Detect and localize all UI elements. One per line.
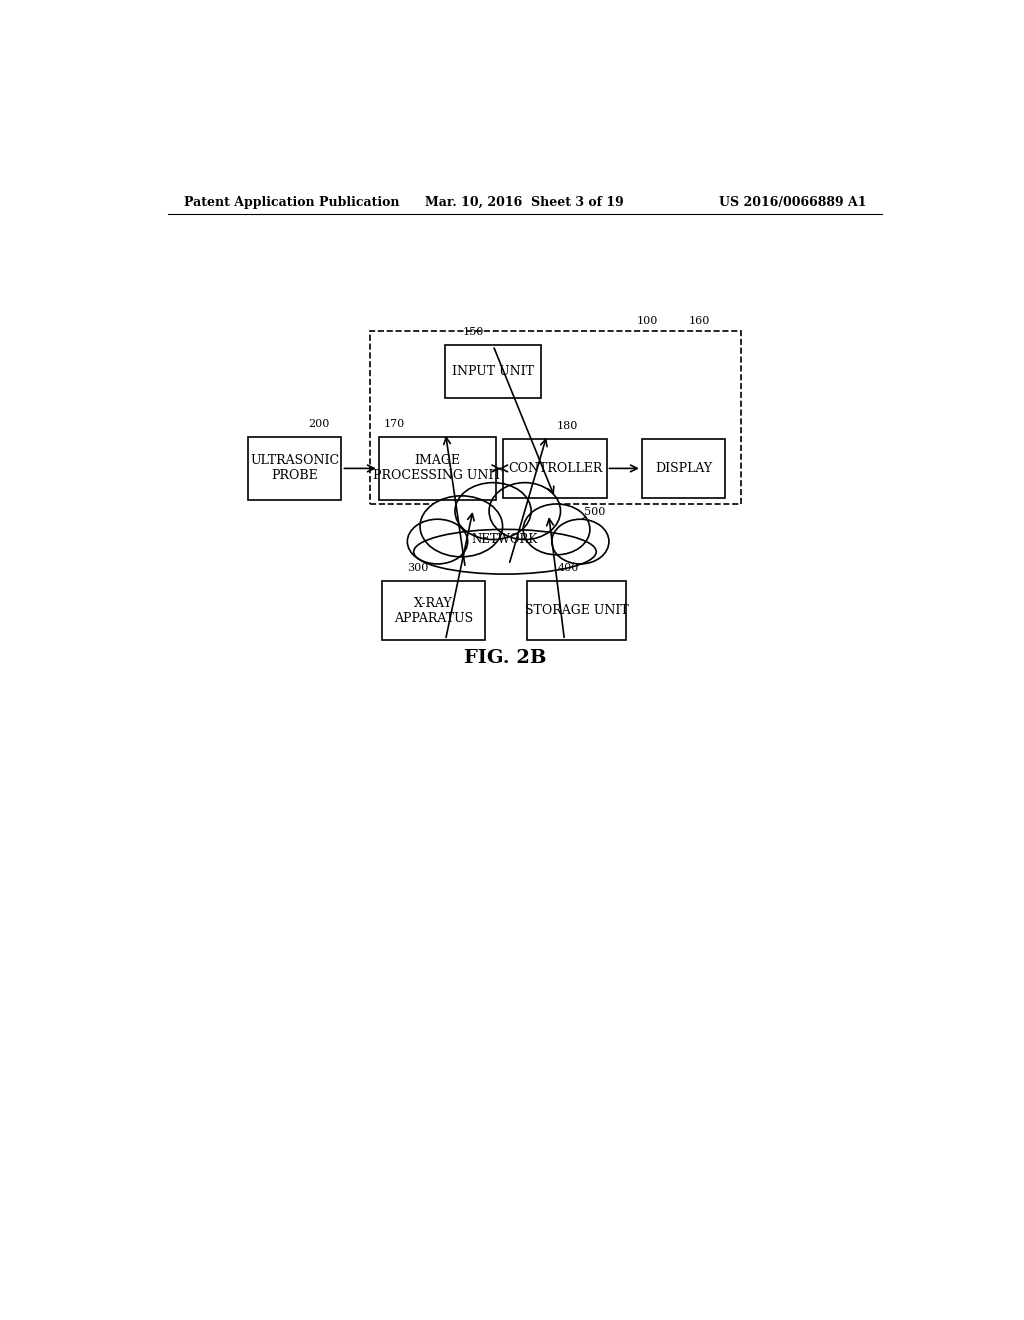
Text: CONTROLLER: CONTROLLER	[508, 462, 602, 475]
FancyBboxPatch shape	[642, 440, 725, 498]
Ellipse shape	[455, 483, 531, 540]
Text: 100: 100	[637, 315, 658, 326]
FancyBboxPatch shape	[248, 437, 341, 500]
Ellipse shape	[414, 529, 596, 574]
FancyBboxPatch shape	[504, 440, 606, 498]
FancyBboxPatch shape	[379, 437, 497, 500]
Text: 160: 160	[689, 315, 710, 326]
Ellipse shape	[552, 519, 609, 564]
Text: NETWORK: NETWORK	[472, 533, 538, 546]
Text: X-RAY
APPARATUS: X-RAY APPARATUS	[394, 597, 473, 624]
Text: 400: 400	[558, 564, 580, 573]
FancyBboxPatch shape	[526, 581, 626, 640]
Text: 170: 170	[383, 418, 404, 429]
Text: US 2016/0066889 A1: US 2016/0066889 A1	[719, 195, 866, 209]
Text: ULTRASONIC
PROBE: ULTRASONIC PROBE	[250, 454, 339, 482]
Text: FIG. 2B: FIG. 2B	[464, 649, 546, 668]
Ellipse shape	[489, 483, 560, 540]
Ellipse shape	[408, 519, 468, 564]
Ellipse shape	[420, 496, 503, 557]
Text: 300: 300	[407, 564, 428, 573]
Text: 150: 150	[463, 327, 484, 338]
Text: 200: 200	[308, 418, 329, 429]
Text: 180: 180	[556, 421, 578, 430]
Text: IMAGE
PROCESSING UNIT: IMAGE PROCESSING UNIT	[373, 454, 502, 482]
Text: INPUT UNIT: INPUT UNIT	[452, 366, 535, 379]
Ellipse shape	[523, 504, 590, 554]
Text: DISPLAY: DISPLAY	[655, 462, 712, 475]
FancyBboxPatch shape	[382, 581, 485, 640]
Text: 500: 500	[585, 507, 605, 517]
Text: Mar. 10, 2016  Sheet 3 of 19: Mar. 10, 2016 Sheet 3 of 19	[425, 195, 625, 209]
FancyBboxPatch shape	[445, 346, 541, 399]
Text: STORAGE UNIT: STORAGE UNIT	[524, 605, 629, 618]
Text: Patent Application Publication: Patent Application Publication	[183, 195, 399, 209]
